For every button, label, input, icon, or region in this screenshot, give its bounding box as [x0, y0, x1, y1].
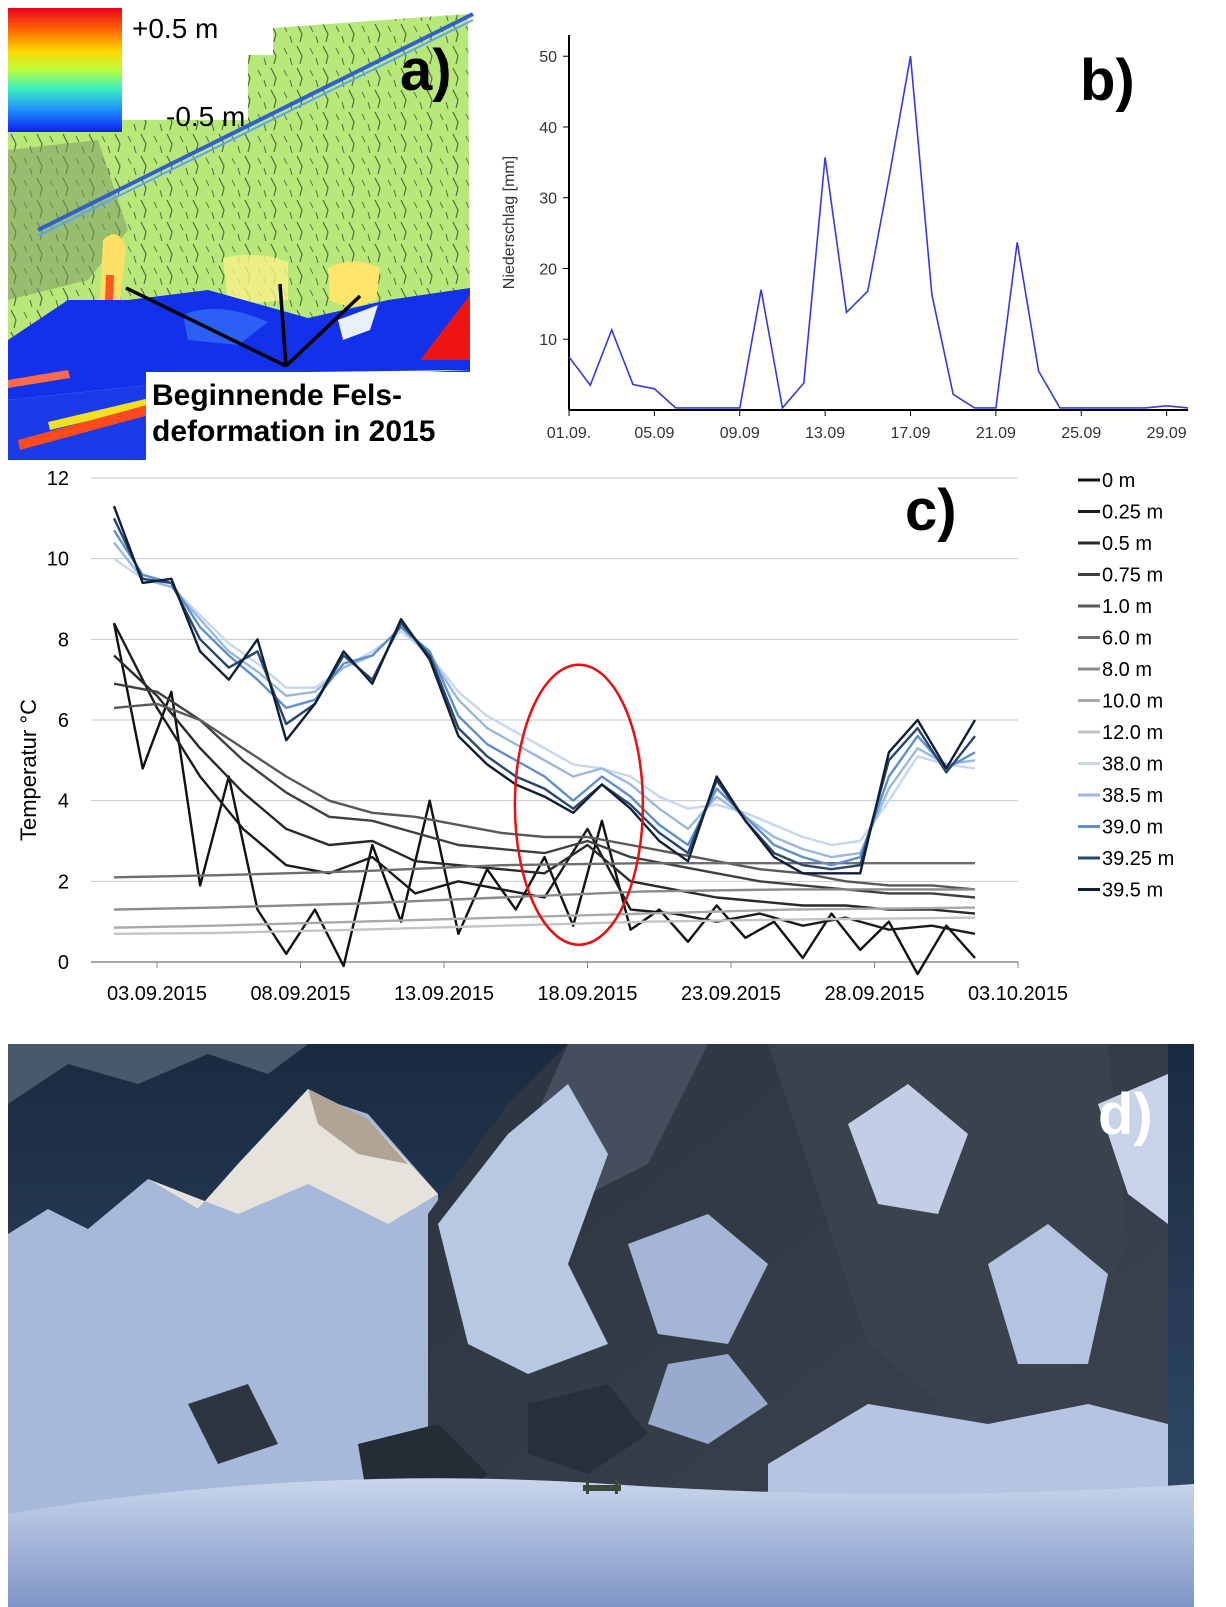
temperature-series-line [113, 916, 976, 935]
panel-d-letter: d) [1098, 1082, 1153, 1147]
panel-b-letter: b) [1080, 48, 1135, 113]
precipitation-y-axis-label: Niederschlag [mm] [501, 156, 518, 289]
legend-label: 39.5 m [1102, 880, 1163, 902]
legend-label: 0 m [1102, 470, 1135, 492]
precipitation-x-tick-label: 29.09 [1147, 425, 1187, 442]
temperature-series-line [113, 702, 976, 891]
highlight-ellipse [513, 663, 645, 946]
temperature-x-tick-label: 03.09.2015 [107, 983, 207, 1005]
highlight-ellipse-group [513, 663, 645, 946]
temperature-series-line [113, 557, 976, 847]
precipitation-axes [568, 35, 1188, 411]
temperature-series-line [112, 622, 976, 976]
temperature-grid [91, 477, 1018, 963]
precipitation-series [568, 56, 1189, 410]
panel-d-mountain-photo: d) [8, 1044, 1194, 1607]
precipitation-x-tick-label: 17.09 [890, 425, 930, 442]
legend-label: 39.0 m [1102, 817, 1163, 839]
precipitation-y-tick-label: 50 [539, 49, 557, 66]
precipitation-x-tick-label: 13.09 [805, 425, 845, 442]
panel-a-letter: a) [400, 38, 452, 103]
legend-label: 6.0 m [1102, 628, 1152, 650]
temperature-y-tick-label: 12 [47, 470, 69, 490]
legend-label: 12.0 m [1102, 722, 1163, 744]
temperature-x-tick-label: 23.09.2015 [681, 983, 781, 1005]
panel-b-precipitation-chart: 10 20 30 40 50 01.09. 05.09 09.09 13.09 17.09 21.0… [490, 0, 1226, 470]
precipitation-series-line [568, 56, 1189, 410]
temperature-ticks: 0 2 4 6 8 10 12 03.09.2015 08.09.2015 13.09.2015 1… [47, 470, 1068, 1005]
temperature-x-tick-label: 28.09.2015 [824, 983, 924, 1005]
precipitation-y-tick-label: 30 [539, 191, 557, 208]
temperature-y-tick-label: 10 [47, 549, 69, 571]
temperature-legend: 0 m 0.25 m 0.5 m 0.75 m 1.0 m 6.0 m 8.0 m 10.0 … [1078, 470, 1174, 902]
legend-label: 0.5 m [1102, 533, 1152, 555]
temperature-y-tick-label: 6 [58, 710, 69, 732]
panel-c-temperature-chart: 0 2 4 6 8 10 12 03.09.2015 08.09.2015 13.09.2015 1… [0, 470, 1226, 1015]
precipitation-x-tick-label: 21.09 [976, 425, 1016, 442]
temperature-series-line [113, 682, 976, 899]
precipitation-y-tick-label: 40 [539, 120, 557, 137]
temperature-y-tick-label: 4 [58, 791, 69, 813]
legend-label: 1.0 m [1102, 596, 1152, 618]
panel-a-deformation-map: Beginnende Fels- deformation in 2015 +0.… [8, 0, 476, 460]
legend-label: 38.5 m [1102, 785, 1163, 807]
temperature-series-line [112, 529, 976, 867]
legend-label: 8.0 m [1102, 659, 1152, 681]
temperature-x-tick-label: 18.09.2015 [537, 983, 637, 1005]
temperature-y-tick-label: 0 [58, 952, 69, 974]
temperature-series [112, 505, 977, 976]
legend-label: 0.75 m [1102, 565, 1163, 587]
precipitation-x-tick-label: 01.09. [547, 425, 591, 442]
annotation-line-1: Beginnende Fels- [152, 379, 402, 412]
colorbar-min-label: -0.5 m [166, 101, 245, 132]
legend-label: 39.25 m [1102, 848, 1174, 870]
temperature-series-line [113, 906, 976, 929]
precipitation-y-tick-label: 20 [539, 261, 557, 278]
temperature-series-line [113, 654, 976, 915]
temperature-x-tick-label: 03.10.2015 [968, 983, 1068, 1005]
annotation-line-2: deformation in 2015 [152, 415, 435, 448]
precipitation-y-tick-label: 10 [539, 332, 557, 349]
temperature-series-line [112, 505, 977, 875]
precipitation-ticks: 10 20 30 40 50 01.09. 05.09 09.09 13.09 17.09 21.0… [539, 49, 1187, 442]
panel-c-letter: c) [905, 478, 957, 543]
legend-label: 10.0 m [1102, 691, 1163, 713]
temperature-x-tick-label: 08.09.2015 [250, 983, 350, 1005]
precipitation-x-tick-label: 09.09 [720, 425, 760, 442]
temperature-series-line [112, 622, 976, 935]
temperature-x-tick-label: 13.09.2015 [394, 983, 494, 1005]
temperature-series-line [113, 862, 975, 879]
legend-label: 0.25 m [1102, 502, 1163, 524]
temperature-series-line [113, 888, 975, 911]
temperature-y-axis-label: Temperatur °C [16, 699, 41, 841]
deformation-map-image: Beginnende Fels- deformation in 2015 +0.… [8, 0, 476, 460]
temperature-y-tick-label: 2 [58, 871, 69, 893]
temperature-y-tick-label: 8 [58, 629, 69, 651]
colorbar [8, 8, 122, 132]
temperature-series-line [112, 517, 976, 871]
legend-label: 38.0 m [1102, 754, 1163, 776]
colorbar-max-label: +0.5 m [132, 13, 218, 44]
temperature-chart: 0 2 4 6 8 10 12 03.09.2015 08.09.2015 13.09.2015 1… [16, 470, 1174, 1005]
snowy-mountain-photo: d) [8, 1044, 1194, 1607]
temperature-series-line [113, 541, 976, 859]
precipitation-x-tick-label: 25.09 [1061, 425, 1101, 442]
precipitation-chart: 10 20 30 40 50 01.09. 05.09 09.09 13.09 17.09 21.0… [501, 35, 1189, 442]
precipitation-x-tick-label: 05.09 [634, 425, 674, 442]
